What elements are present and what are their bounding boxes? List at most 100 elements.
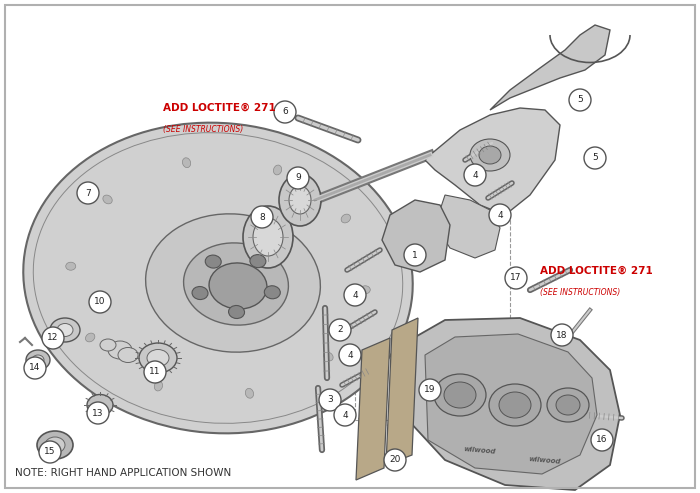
Ellipse shape: [341, 214, 351, 223]
Text: 8: 8: [259, 212, 265, 221]
Ellipse shape: [434, 374, 486, 416]
Polygon shape: [382, 200, 450, 272]
Text: 3: 3: [327, 395, 333, 404]
Ellipse shape: [556, 395, 580, 415]
Polygon shape: [408, 318, 620, 490]
Ellipse shape: [279, 174, 321, 226]
Text: 14: 14: [29, 363, 41, 373]
Circle shape: [274, 101, 296, 123]
Ellipse shape: [85, 333, 95, 342]
Text: 2: 2: [337, 325, 343, 334]
Text: 4: 4: [342, 411, 348, 420]
Ellipse shape: [228, 306, 244, 318]
Text: 1: 1: [412, 250, 418, 259]
Ellipse shape: [245, 388, 253, 398]
Text: 4: 4: [352, 290, 358, 300]
Circle shape: [77, 182, 99, 204]
Circle shape: [464, 164, 486, 186]
Ellipse shape: [470, 139, 510, 171]
Text: 5: 5: [592, 153, 598, 163]
Ellipse shape: [45, 437, 65, 453]
Text: 13: 13: [92, 409, 104, 418]
Ellipse shape: [50, 318, 80, 342]
Circle shape: [384, 449, 406, 471]
Ellipse shape: [154, 381, 162, 391]
Circle shape: [339, 344, 361, 366]
Circle shape: [42, 327, 64, 349]
Circle shape: [591, 429, 613, 451]
Text: 11: 11: [149, 367, 161, 377]
Circle shape: [144, 361, 166, 383]
Ellipse shape: [489, 384, 541, 426]
Text: wilwood: wilwood: [528, 456, 561, 464]
Text: 4: 4: [497, 211, 503, 219]
Text: (SEE INSTRUCTIONS): (SEE INSTRUCTIONS): [540, 288, 620, 297]
Ellipse shape: [87, 394, 113, 416]
Circle shape: [419, 379, 441, 401]
Ellipse shape: [479, 146, 501, 164]
Circle shape: [287, 167, 309, 189]
Circle shape: [329, 319, 351, 341]
Text: 6: 6: [282, 107, 288, 116]
Text: wilwood: wilwood: [463, 446, 496, 455]
Polygon shape: [386, 318, 418, 465]
Ellipse shape: [146, 214, 321, 352]
Text: 5: 5: [577, 96, 583, 105]
Ellipse shape: [32, 355, 44, 365]
Ellipse shape: [108, 341, 132, 359]
Circle shape: [89, 291, 111, 313]
Ellipse shape: [205, 255, 221, 268]
Circle shape: [404, 244, 426, 266]
Ellipse shape: [289, 186, 311, 214]
Ellipse shape: [100, 339, 116, 351]
Text: 20: 20: [389, 456, 400, 464]
Circle shape: [344, 284, 366, 306]
Circle shape: [569, 89, 591, 111]
Circle shape: [551, 324, 573, 346]
Ellipse shape: [147, 350, 169, 366]
Ellipse shape: [183, 243, 288, 325]
Ellipse shape: [547, 388, 589, 422]
Circle shape: [334, 404, 356, 426]
Circle shape: [319, 389, 341, 411]
Text: (SEE INSTRUCTIONS): (SEE INSTRUCTIONS): [163, 125, 244, 134]
Ellipse shape: [253, 218, 283, 256]
Ellipse shape: [66, 262, 76, 270]
Circle shape: [251, 206, 273, 228]
Text: ADD LOCTITE® 271: ADD LOCTITE® 271: [163, 103, 276, 113]
Ellipse shape: [274, 165, 281, 175]
Polygon shape: [425, 108, 560, 215]
Polygon shape: [356, 338, 390, 480]
Polygon shape: [435, 195, 500, 258]
Ellipse shape: [192, 286, 208, 300]
Text: 18: 18: [556, 330, 568, 340]
Text: ADD LOCTITE® 271: ADD LOCTITE® 271: [540, 266, 652, 276]
Ellipse shape: [103, 195, 112, 204]
Ellipse shape: [444, 382, 476, 408]
Ellipse shape: [118, 348, 138, 362]
Circle shape: [584, 147, 606, 169]
Polygon shape: [490, 25, 610, 110]
Circle shape: [87, 402, 109, 424]
Ellipse shape: [243, 206, 293, 268]
Ellipse shape: [57, 323, 73, 337]
Ellipse shape: [324, 352, 333, 361]
Ellipse shape: [360, 286, 370, 294]
Text: 9: 9: [295, 174, 301, 182]
Ellipse shape: [23, 123, 413, 433]
Circle shape: [505, 267, 527, 289]
Text: NOTE: RIGHT HAND APPLICATION SHOWN: NOTE: RIGHT HAND APPLICATION SHOWN: [15, 468, 231, 478]
Text: 4: 4: [473, 171, 478, 179]
Ellipse shape: [209, 263, 267, 309]
Ellipse shape: [265, 286, 280, 299]
Text: 12: 12: [48, 333, 59, 343]
Text: 7: 7: [85, 188, 91, 198]
Text: 10: 10: [94, 297, 106, 307]
Text: 17: 17: [510, 274, 522, 282]
Circle shape: [24, 357, 46, 379]
Polygon shape: [425, 334, 597, 474]
Ellipse shape: [183, 158, 190, 168]
Circle shape: [489, 204, 511, 226]
Ellipse shape: [139, 343, 177, 373]
Ellipse shape: [37, 431, 73, 459]
